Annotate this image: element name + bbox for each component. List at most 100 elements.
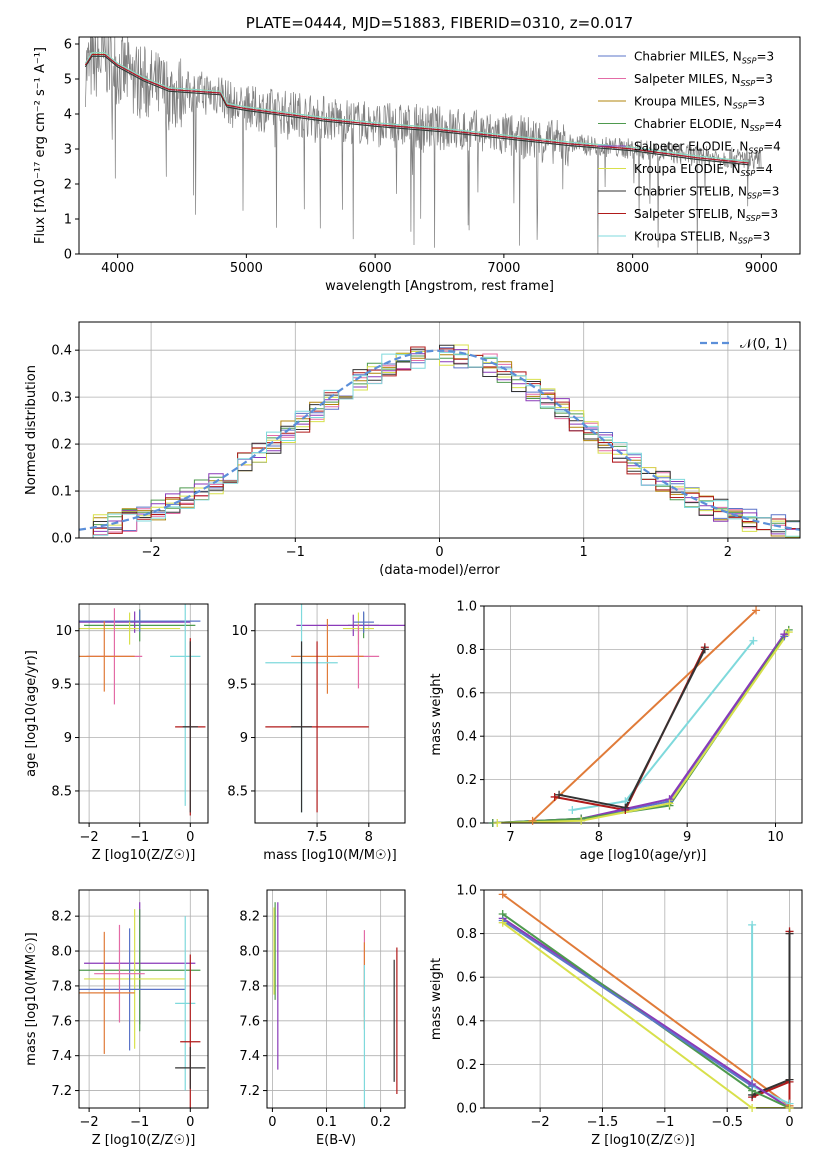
weight-marker	[493, 819, 502, 827]
weight-marker	[752, 606, 761, 615]
weight-marker	[621, 803, 630, 812]
x-axis-label: E(B-V)	[316, 1133, 356, 1148]
y-tick-label: 3	[64, 143, 72, 158]
y-tick-label: 0.8	[456, 643, 477, 658]
model-line	[84, 52, 749, 162]
weight-marker	[780, 630, 789, 639]
legend-label: Salpeter MILES, NSSP=3	[634, 72, 773, 88]
plot-area	[273, 902, 398, 1108]
x-axis-label: mass [log10(M/M☉)]	[263, 848, 396, 863]
y-tick-label: 8.2	[239, 910, 260, 925]
x-axis-label: Z [log10(Z/Z☉)]	[591, 1133, 695, 1148]
axes-frame	[483, 889, 803, 1109]
axes-frame	[266, 889, 406, 1109]
weight-marker	[498, 890, 507, 899]
legend-label: Kroupa STELIB, NSSP=3	[634, 230, 770, 246]
plot-area	[84, 37, 762, 254]
panel-mass-vs-Z: −2 −1 0 7.2 7.4 7.6 7.8 8.0 8.2 Z [log10(Z/Z☉)] ma…	[24, 889, 209, 1148]
y-tick-label: 5	[64, 73, 72, 88]
weight-marker	[748, 920, 757, 929]
residual-histogram	[79, 344, 800, 538]
y-tick-label: 8.0	[51, 945, 72, 960]
y-tick-label: 7.6	[239, 1014, 260, 1029]
x-axis-label: wavelength [Angstrom, rest frame]	[325, 279, 554, 294]
legend-label: Chabrier STELIB, NSSP=3	[634, 185, 779, 201]
x-tick-label: −1	[286, 545, 305, 560]
legend-label: Chabrier MILES, NSSP=3	[634, 50, 774, 66]
y-axis-label: age [log10(age/yr)]	[24, 650, 39, 777]
grid	[267, 890, 405, 1108]
y-tick-label: 10	[55, 624, 72, 639]
x-tick-label: 8	[365, 830, 373, 845]
y-axis-label: mass weight	[429, 673, 444, 755]
panel-residuals: −2 −1 0 1 2 0.0 0.1 0.2 0.3 0.4 (data-model)/error…	[24, 321, 801, 578]
x-axis-label: age [log10(age/yr)]	[580, 848, 707, 863]
weight-marker	[748, 1104, 757, 1112]
y-tick-label: 0.0	[456, 817, 477, 832]
x-tick-label: −2	[531, 1115, 550, 1130]
y-tick-label: 0	[64, 248, 72, 263]
y-tick-label: 0.4	[456, 730, 477, 745]
weight-line	[502, 913, 790, 1108]
x-axis-label: (data-model)/error	[379, 563, 500, 578]
weight-marker	[785, 929, 794, 938]
x-tick-label: 9000	[745, 261, 778, 276]
panel-age-vs-mass: 7.5 8 8.5 9 9.5 10 mass [log10(M/M☉)]	[227, 603, 406, 863]
x-tick-label: 0.1	[316, 1115, 337, 1130]
grid	[484, 889, 802, 1109]
legend-label: 𝒩(0, 1)	[740, 337, 787, 352]
y-tick-label: 0.6	[456, 971, 477, 986]
legend: Chabrier MILES, NSSP=3 Salpeter MILES, NS…	[598, 50, 782, 246]
x-tick-label: 7000	[487, 261, 520, 276]
weight-marker	[784, 628, 793, 637]
axes-frame	[254, 603, 406, 824]
grid	[255, 604, 405, 823]
panel-mass-vs-EBV: 0 0.1 0.2 7.2 7.4 7.6 7.8 8.0 8.2 E(B-V)	[239, 889, 406, 1148]
x-tick-label: 8	[595, 830, 603, 845]
y-tick-label: 7.8	[51, 979, 72, 994]
plot-area	[79, 604, 206, 816]
grid	[79, 890, 208, 1108]
y-tick-label: 9	[64, 731, 72, 746]
y-tick-label: 7.4	[51, 1049, 72, 1064]
weight-line	[572, 640, 755, 811]
y-tick-label: 10	[231, 624, 248, 639]
plot-area	[502, 893, 791, 1108]
panel-weight-vs-age: 7 8 9 10 0.0 0.2 0.4 0.6 0.8 1.0 age [log10(age/yr…	[429, 600, 803, 863]
x-tick-label: 0	[186, 1115, 194, 1130]
y-tick-label: 9.5	[51, 678, 72, 693]
normal-reference-curve	[79, 349, 800, 531]
x-tick-label: −2	[80, 1115, 99, 1130]
weight-line	[531, 609, 757, 822]
x-tick-label: 0	[186, 830, 194, 845]
weight-marker	[550, 792, 559, 801]
x-tick-label: 4000	[101, 261, 134, 276]
x-tick-label: 9	[683, 830, 691, 845]
weight-line	[502, 917, 791, 1108]
x-tick-label: 8000	[616, 261, 649, 276]
y-tick-label: 1	[64, 213, 72, 228]
y-tick-label: 8.5	[227, 784, 248, 799]
x-tick-label: 2	[724, 545, 732, 560]
weight-marker	[785, 1104, 794, 1112]
y-tick-label: 1.0	[456, 884, 477, 899]
weight-marker	[528, 816, 537, 825]
x-tick-label: 7	[506, 830, 514, 845]
y-tick-label: 8.0	[239, 945, 260, 960]
weight-marker	[577, 816, 586, 825]
y-axis-label: mass [log10(M/M☉)]	[24, 932, 39, 1065]
y-tick-label: 0.0	[51, 532, 72, 547]
x-tick-label: 5000	[230, 261, 263, 276]
y-tick-label: 6	[64, 38, 72, 53]
y-tick-label: 0.4	[51, 344, 72, 359]
weight-line	[502, 919, 753, 1088]
x-tick-label: 0	[785, 1115, 793, 1130]
weight-line	[492, 633, 786, 823]
y-tick-label: 9	[240, 731, 248, 746]
model-line	[84, 55, 749, 166]
weight-marker	[748, 1082, 757, 1091]
x-tick-label: 1	[580, 545, 588, 560]
weight-marker	[700, 645, 709, 654]
residual-histogram	[79, 351, 800, 538]
